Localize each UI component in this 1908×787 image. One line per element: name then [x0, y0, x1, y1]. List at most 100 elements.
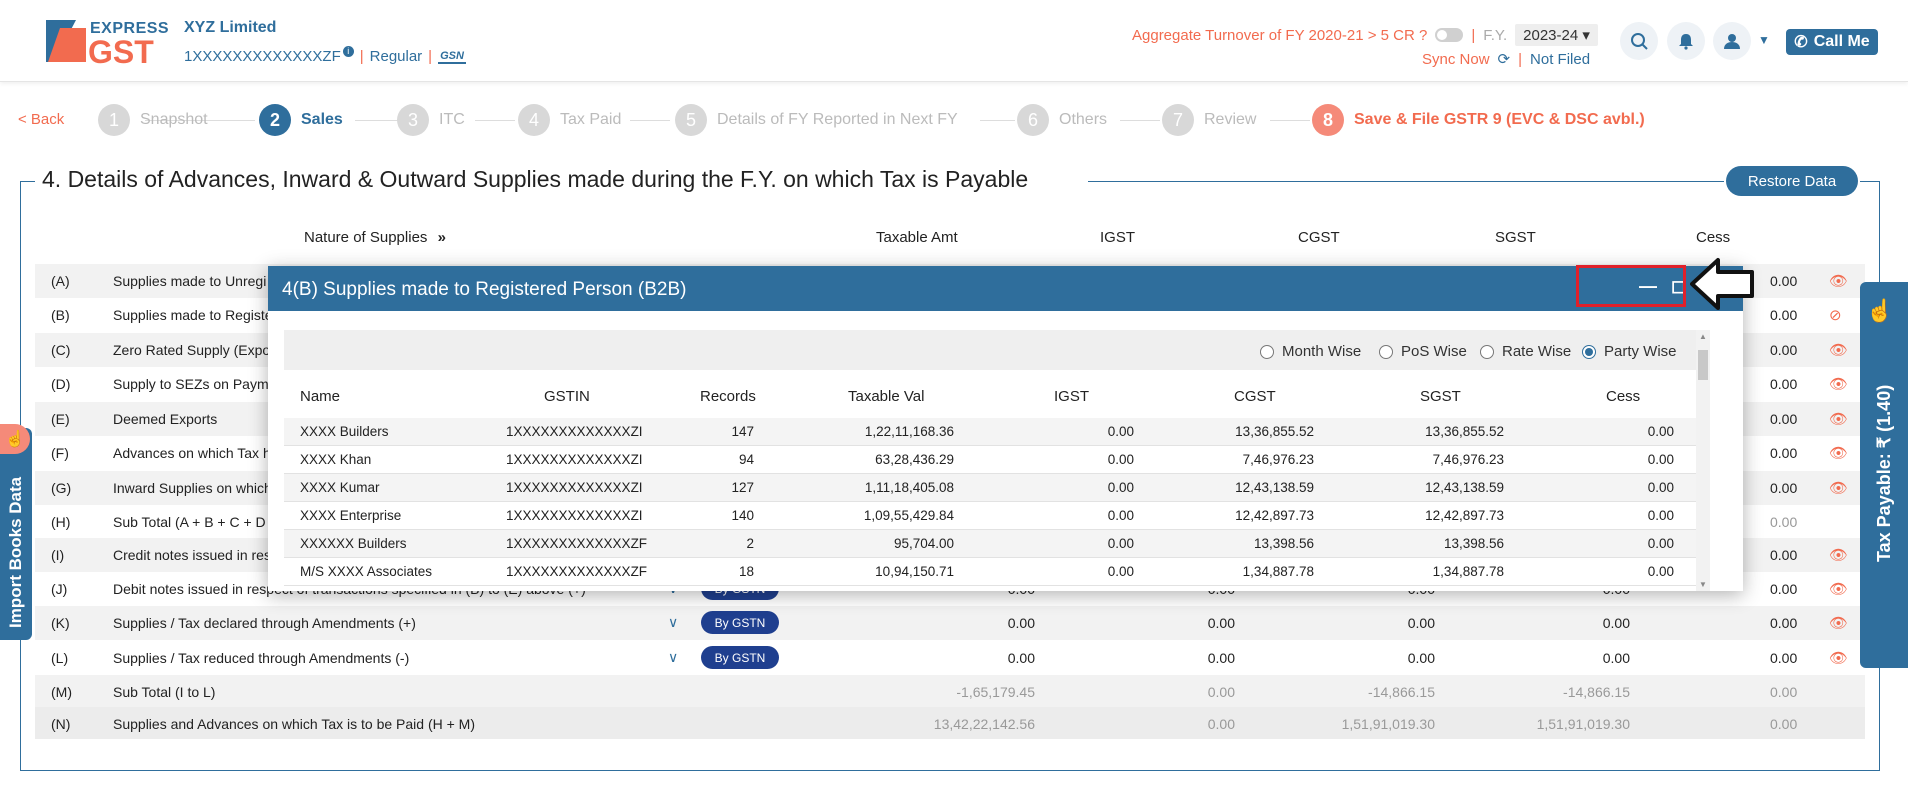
- search-icon[interactable]: [1620, 22, 1658, 60]
- cell-cess: 0.00: [1647, 480, 1674, 495]
- scroll-down-icon[interactable]: ▼: [1699, 580, 1707, 589]
- chevron-down-icon[interactable]: ∨: [668, 614, 679, 630]
- step-itc[interactable]: 3 ITC: [397, 104, 465, 136]
- step-next-fy[interactable]: 5 Details of FY Reported in Next FY: [675, 104, 958, 136]
- row-desc: Supplies made to Unregi: [113, 273, 267, 289]
- double-chevron-down-icon[interactable]: »: [437, 229, 446, 246]
- eye-icon[interactable]: 👁: [1829, 581, 1849, 598]
- eye-slash-icon[interactable]: ⊘: [1829, 307, 1842, 324]
- col-header-nature[interactable]: Nature of Supplies »: [304, 229, 446, 246]
- logo-gst-text: GST: [88, 34, 154, 70]
- modal-scrollbar[interactable]: ▲ ▼: [1696, 330, 1710, 591]
- step-label: Snapshot: [140, 111, 208, 128]
- separator: |: [1518, 50, 1523, 68]
- maximize-icon[interactable]: ◻: [1671, 276, 1686, 296]
- step-review[interactable]: 7 Review: [1162, 104, 1256, 136]
- modal-title: 4(B) Supplies made to Registered Person …: [282, 279, 687, 300]
- sync-now-link[interactable]: Sync Now: [1422, 50, 1490, 68]
- user-icon[interactable]: [1713, 22, 1751, 60]
- cell-sgst: 13,36,855.52: [1425, 424, 1504, 439]
- row-cess: 0.00: [1770, 411, 1798, 427]
- step-connector: [145, 120, 255, 121]
- radio-party-wise[interactable]: Party Wise: [1582, 343, 1677, 360]
- express-gst-logo[interactable]: EXPRESS GST: [46, 18, 169, 70]
- cell-gstin: 1XXXXXXXXXXXXXZI: [506, 452, 643, 467]
- cell-igst: 0.00: [1107, 536, 1134, 551]
- step-label: Save & File GSTR 9 (EVC & DSC avbl.): [1354, 111, 1645, 128]
- import-hand-icon[interactable]: ☝: [0, 424, 30, 454]
- eye-icon[interactable]: 👁: [1829, 411, 1849, 428]
- info-icon[interactable]: i: [342, 46, 354, 57]
- frame-border: [1088, 181, 1724, 182]
- minimize-icon[interactable]: —: [1639, 276, 1657, 296]
- pointer-hand-icon: ☝: [1866, 298, 1894, 323]
- step-tax-paid[interactable]: 4 Tax Paid: [518, 104, 621, 136]
- bell-icon[interactable]: [1667, 22, 1705, 60]
- table-row: (K) Supplies / Tax declared through Amen…: [35, 606, 1865, 640]
- modal-col-records: Records: [700, 388, 756, 405]
- eye-icon[interactable]: 👁: [1829, 342, 1849, 359]
- call-me-button[interactable]: ✆ Call Me: [1786, 29, 1878, 55]
- restore-data-button[interactable]: Restore Data: [1726, 166, 1858, 196]
- cell-cess: 0.00: [1647, 564, 1674, 579]
- step-label: Others: [1059, 111, 1108, 128]
- eye-icon[interactable]: 👁: [1829, 650, 1849, 667]
- step-number: 7: [1162, 104, 1194, 136]
- table-row[interactable]: M/S XXXX Associates 1XXXXXXXXXXXXXZF 18 …: [284, 558, 1708, 586]
- cell-sgst: 1,34,887.78: [1432, 564, 1504, 579]
- cell-sgst: 12,43,138.59: [1425, 480, 1504, 495]
- cell-name: M/S XXXX Associates: [300, 564, 433, 579]
- row-cess: 0.00: [1770, 650, 1798, 666]
- eye-icon[interactable]: 👁: [1829, 480, 1849, 497]
- table-row: (H) Sub Total (A + B + C + D 0.00: [35, 505, 1865, 539]
- step-connector: [1270, 120, 1310, 121]
- import-books-data-tab[interactable]: Import Books Data: [0, 428, 32, 640]
- eye-icon[interactable]: 👁: [1829, 547, 1849, 564]
- refresh-icon[interactable]: ⟳: [1497, 51, 1511, 68]
- radio-rate-wise[interactable]: Rate Wise: [1480, 343, 1571, 360]
- radio-circle[interactable]: [1260, 344, 1274, 359]
- row-sgst: 1,51,91,019.30: [1536, 716, 1630, 732]
- col-header-cgst: CGST: [1298, 229, 1340, 246]
- cell-cess: 0.00: [1647, 536, 1674, 551]
- turnover-toggle-row: Aggregate Turnover of FY 2020-21 > 5 CR …: [1132, 24, 1598, 46]
- table-row[interactable]: XXXX Khan 1XXXXXXXXXXXXXZI 94 63,28,436.…: [284, 446, 1708, 474]
- step-others[interactable]: 6 Others: [1017, 104, 1107, 136]
- tax-payable-tab[interactable]: Tax Payable: ₹ (1.40): [1860, 282, 1908, 668]
- eye-icon[interactable]: 👁: [1829, 445, 1849, 462]
- fy-select[interactable]: 2023-24 ▾: [1515, 24, 1598, 46]
- cell-taxable: 1,11,18,405.08: [864, 480, 954, 495]
- row-label: (E): [51, 411, 70, 427]
- eye-icon[interactable]: 👁: [1829, 273, 1849, 290]
- radio-month-wise[interactable]: Month Wise: [1260, 343, 1361, 360]
- step-label: ITC: [439, 111, 465, 128]
- modal-col-sgst: SGST: [1420, 388, 1461, 405]
- step-snapshot[interactable]: 1 Snapshot: [98, 104, 208, 136]
- chevron-down-icon[interactable]: ▼: [1758, 33, 1770, 47]
- step-save-file[interactable]: 8 Save & File GSTR 9 (EVC & DSC avbl.): [1312, 104, 1645, 136]
- modal-col-taxable: Taxable Val: [848, 388, 925, 405]
- scroll-up-icon[interactable]: ▲: [1699, 332, 1707, 341]
- by-gstn-button[interactable]: By GSTN: [701, 611, 779, 634]
- eye-icon[interactable]: 👁: [1829, 615, 1849, 632]
- cell-igst: 0.00: [1107, 508, 1134, 523]
- table-row[interactable]: XXXX Kumar 1XXXXXXXXXXXXXZI 127 1,11,18,…: [284, 474, 1708, 502]
- by-gstn-button[interactable]: By GSTN: [701, 646, 779, 669]
- scroll-thumb[interactable]: [1698, 350, 1708, 380]
- table-row[interactable]: XXXXXX Builders 1XXXXXXXXXXXXXZF 2 95,70…: [284, 530, 1708, 558]
- chevron-down-icon[interactable]: ∨: [668, 649, 679, 665]
- radio-circle[interactable]: [1480, 344, 1494, 359]
- step-sales[interactable]: 2 Sales: [259, 104, 343, 136]
- turnover-toggle[interactable]: [1435, 28, 1464, 42]
- table-row: (N) Supplies and Advances on which Tax i…: [35, 707, 1865, 739]
- table-row[interactable]: XXXX Builders 1XXXXXXXXXXXXXZI 147 1,22,…: [284, 418, 1708, 446]
- radio-circle[interactable]: [1582, 344, 1596, 359]
- row-taxable: -1,65,179.45: [956, 684, 1035, 700]
- back-link[interactable]: < Back: [18, 111, 65, 128]
- table-row[interactable]: XXXX Enterprise 1XXXXXXXXXXXXXZI 140 1,0…: [284, 502, 1708, 530]
- radio-pos-wise[interactable]: PoS Wise: [1379, 343, 1467, 360]
- eye-icon[interactable]: 👁: [1829, 376, 1849, 393]
- row-cess: 0.00: [1770, 342, 1798, 358]
- row-igst: 0.00: [1207, 650, 1235, 666]
- radio-circle[interactable]: [1379, 344, 1393, 359]
